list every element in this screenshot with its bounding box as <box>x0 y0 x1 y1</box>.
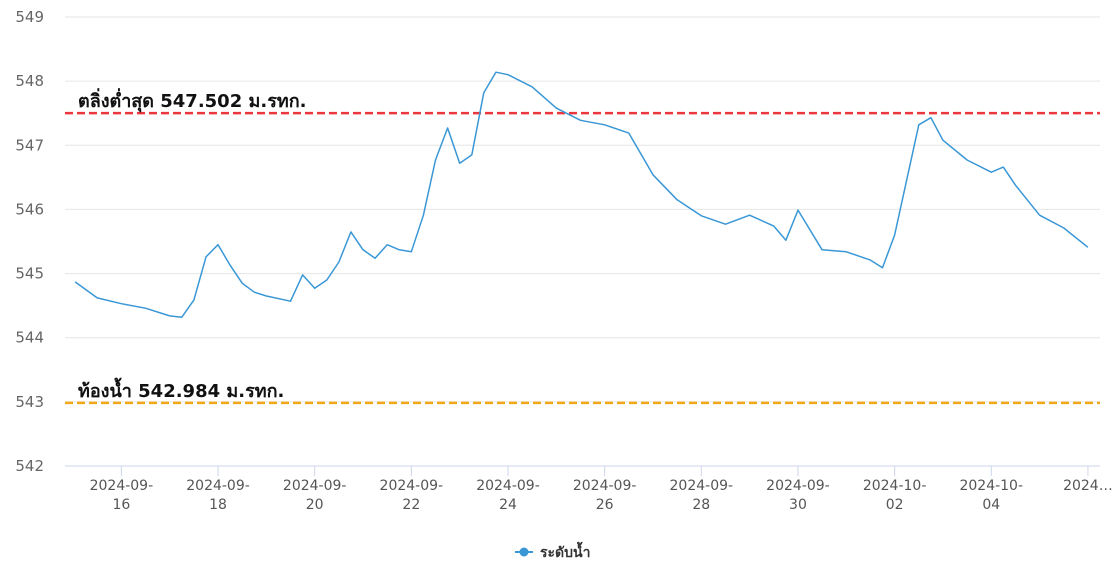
y-tick-label: 543 <box>15 393 44 411</box>
x-tick-label: 2024-09-18 <box>186 478 250 513</box>
reference-label: ท้องน้ำ 542.984 ม.รทก. <box>78 377 284 402</box>
y-tick-label: 542 <box>15 457 44 475</box>
legend-item[interactable]: ระดับน้ำ <box>515 541 590 561</box>
reference-label: ตลิ่งต่ำสุด 547.502 ม.รทก. <box>78 88 306 113</box>
x-tick-label: 2024-09-28 <box>669 478 734 513</box>
y-tick-label: 545 <box>15 265 44 283</box>
legend-marker <box>519 547 529 557</box>
x-tick-label: 2024-09-30 <box>766 478 830 513</box>
y-tick-label: 549 <box>15 8 44 26</box>
x-tick-label: 2024-10-04 <box>959 478 1024 513</box>
x-tick-label: 2024… <box>1063 478 1113 494</box>
y-tick-label: 546 <box>15 200 44 218</box>
x-tick-label: 2024-10-02 <box>862 478 927 513</box>
x-tick-label: 2024-09-20 <box>282 478 347 513</box>
x-tick-label: 2024-09-26 <box>572 478 637 513</box>
y-tick-label: 544 <box>15 329 44 347</box>
y-tick-label: 548 <box>15 72 44 90</box>
legend-label: ระดับน้ำ <box>540 541 590 561</box>
data-line <box>74 71 1089 318</box>
x-tick-label: 2024-09-16 <box>89 478 154 513</box>
x-tick-label: 2024-09-22 <box>379 478 444 513</box>
y-tick-label: 547 <box>15 136 44 154</box>
x-tick-label: 2024-09-24 <box>476 478 540 513</box>
